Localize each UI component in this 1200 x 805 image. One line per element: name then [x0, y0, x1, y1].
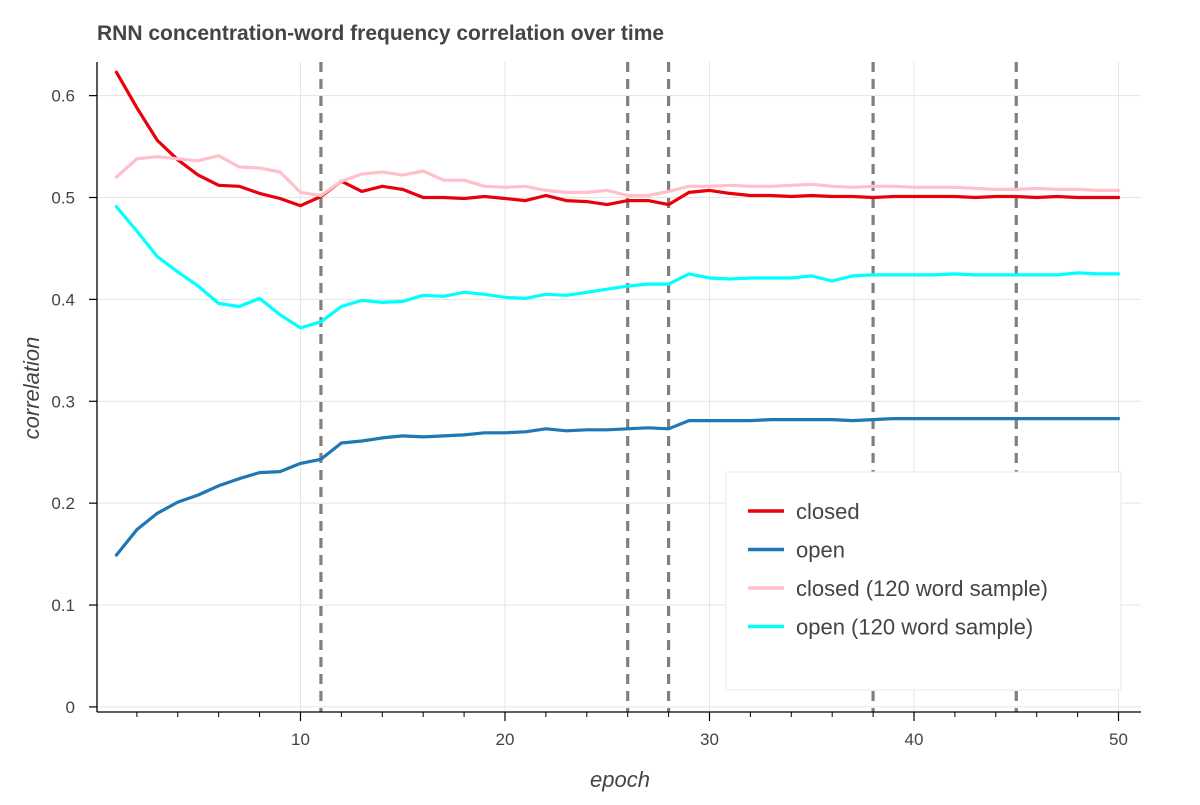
legend-box — [725, 471, 1122, 691]
legend-label: closed — [796, 499, 860, 524]
axes: 10 20 30 40 50 0 0.1 0.2 0.3 0.4 0.5 0.6 — [51, 62, 1141, 749]
x-axis-label: epoch — [590, 767, 650, 792]
legend-label: closed (120 word sample) — [796, 576, 1048, 601]
x-tick-label: 40 — [905, 730, 924, 749]
y-tick-label: 0.2 — [51, 494, 75, 513]
x-tick-label: 50 — [1109, 730, 1128, 749]
legend-label: open (120 word sample) — [796, 615, 1033, 640]
vertical-marker-lines — [319, 62, 1018, 712]
y-tick-label: 0.5 — [51, 189, 75, 208]
y-tick-label: 0.4 — [51, 290, 75, 309]
x-tick-label: 10 — [291, 730, 310, 749]
x-tick-label: 20 — [496, 730, 515, 749]
legend: closed open closed (120 word sample) open (… — [725, 471, 1122, 691]
series-line — [114, 417, 1121, 557]
y-tick-label: 0.3 — [51, 392, 75, 411]
series-lines — [114, 70, 1121, 557]
series-line — [114, 70, 1121, 208]
legend-label: open — [796, 538, 845, 563]
series-line — [114, 154, 1121, 198]
y-tick-label: 0 — [66, 698, 75, 717]
y-tick-label: 0.6 — [51, 87, 75, 106]
chart-title: RNN concentration-word frequency correla… — [97, 22, 664, 45]
y-tick-label: 0.1 — [51, 596, 75, 615]
series-line — [114, 205, 1121, 330]
x-tick-label: 30 — [700, 730, 719, 749]
y-axis-label: correlation — [19, 337, 44, 440]
